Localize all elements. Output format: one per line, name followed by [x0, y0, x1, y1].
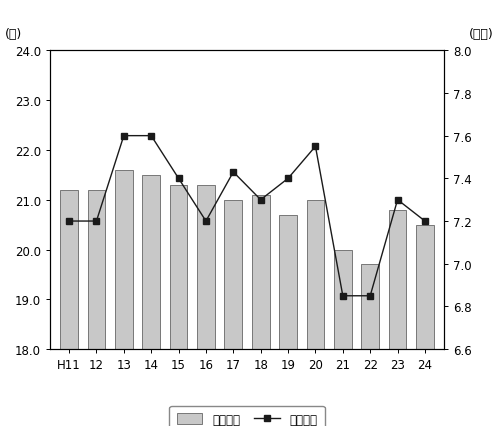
Bar	[197, 185, 215, 426]
Bar	[334, 250, 352, 426]
Text: (日): (日)	[5, 28, 22, 40]
Bar	[252, 195, 269, 426]
Bar	[225, 200, 242, 426]
Bar	[416, 225, 434, 426]
Bar	[142, 176, 160, 426]
Legend: 出勤日数, 労働時間: 出勤日数, 労働時間	[170, 406, 324, 426]
Bar	[60, 190, 78, 426]
Bar	[87, 190, 105, 426]
Bar	[115, 170, 133, 426]
Text: (時間): (時間)	[469, 28, 494, 40]
Bar	[279, 215, 297, 426]
Bar	[306, 200, 324, 426]
Bar	[361, 265, 379, 426]
Bar	[170, 185, 188, 426]
Bar	[389, 210, 407, 426]
